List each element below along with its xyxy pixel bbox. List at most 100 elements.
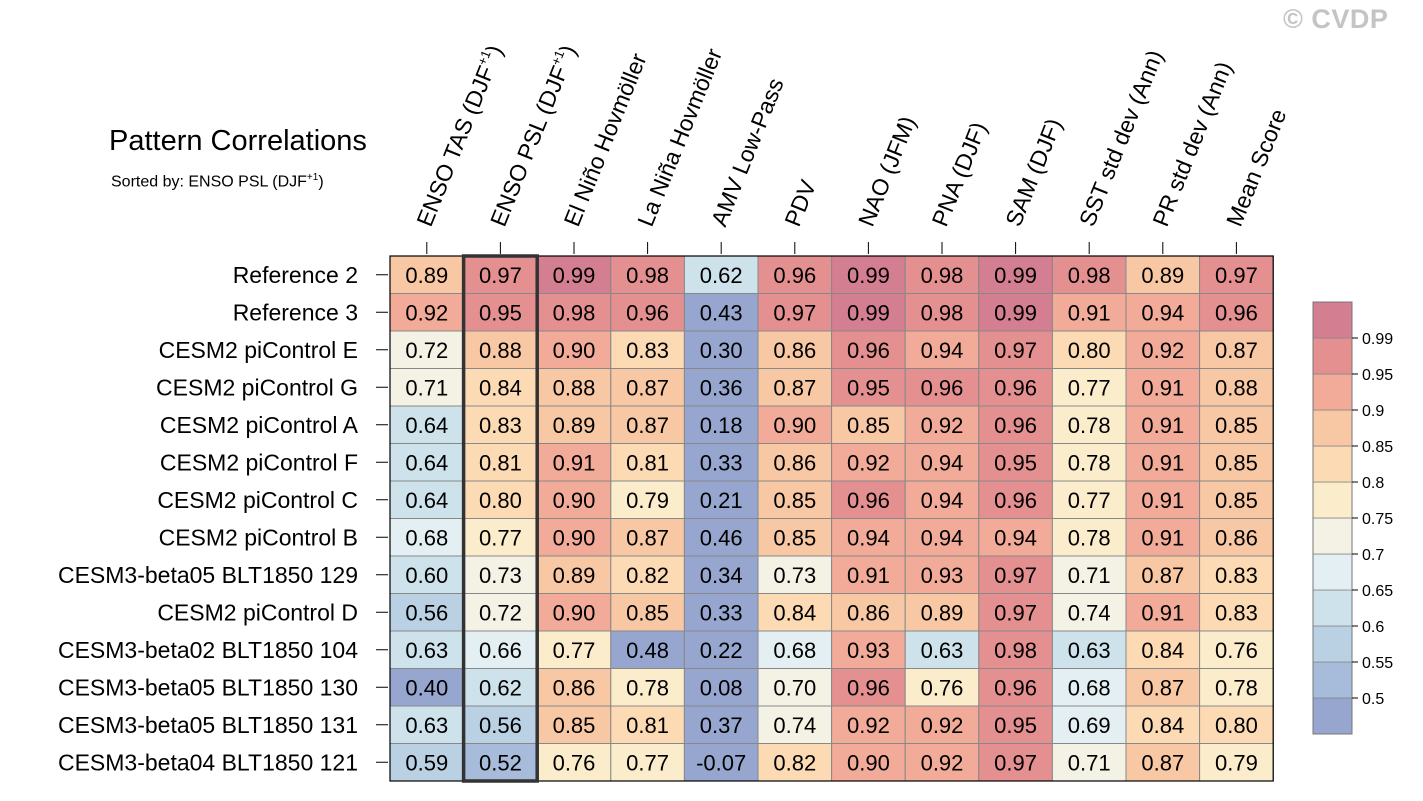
- heatmap-cell: [610, 593, 685, 632]
- cell-value-label: 0.90: [847, 750, 890, 775]
- heatmap-cell: [757, 743, 833, 782]
- chart-subtitle: Sorted by: ENSO PSL (DJF+1): [111, 172, 324, 191]
- cell-value-label: 0.87: [626, 413, 669, 438]
- heatmap-cell: [1125, 593, 1201, 632]
- heatmap-cell: [831, 668, 906, 707]
- row-label: CESM2 piControl D: [157, 599, 358, 625]
- cell-value-label: 0.81: [626, 450, 669, 475]
- row-label: CESM3-beta02 BLT1850 104: [58, 637, 358, 663]
- cell-value-label: 0.96: [626, 300, 669, 325]
- cell-value-label: 0.97: [994, 600, 1037, 625]
- cell-value-label: 0.84: [1141, 638, 1184, 663]
- heatmap-cell: [536, 555, 612, 594]
- cell-value-label: 0.84: [1141, 713, 1184, 738]
- cell-value-label: 0.90: [553, 525, 596, 550]
- heatmap-cell: [831, 443, 906, 482]
- cell-value-label: 0.22: [700, 638, 743, 663]
- heatmap-cell: [831, 705, 906, 744]
- cell-value-label: 0.98: [921, 300, 964, 325]
- cell-value-label: 0.63: [405, 638, 448, 663]
- cell-value-label: 0.95: [994, 713, 1037, 738]
- colorbar-segment: [1312, 661, 1353, 699]
- heatmap-cell: [463, 480, 538, 519]
- heatmap-cell: [1199, 630, 1274, 669]
- heatmap-cell: [978, 518, 1053, 557]
- cell-value-label: 0.69: [1068, 713, 1111, 738]
- cell-value-label: 0.97: [994, 563, 1037, 588]
- cell-value-label: 0.46: [700, 525, 743, 550]
- cell-value-label: 0.91: [1141, 600, 1184, 625]
- heatmap-cell: [757, 480, 833, 519]
- heatmap-cell: [1199, 555, 1274, 594]
- colorbar-segment: [1312, 445, 1353, 483]
- cell-value-label: 0.85: [773, 488, 816, 513]
- cell-value-label: 0.97: [1215, 263, 1258, 288]
- heatmap-cell: [536, 368, 612, 407]
- heatmap-cell: [978, 593, 1053, 632]
- cell-value-label: 0.85: [626, 600, 669, 625]
- cell-value-label: 0.96: [847, 488, 890, 513]
- heatmap-cell: [757, 630, 833, 669]
- heatmap-cell: [610, 405, 685, 444]
- colorbar-segment: [1312, 589, 1353, 627]
- cell-value-label: 0.92: [1141, 338, 1184, 363]
- heatmap-cell: [904, 668, 980, 707]
- colorbar-level-label: 0.7: [1362, 547, 1384, 564]
- cell-value-label: 0.76: [553, 750, 596, 775]
- heatmap-cell: [683, 555, 759, 594]
- heatmap-cell: [978, 293, 1053, 332]
- cell-value-label: 0.43: [700, 300, 743, 325]
- cell-value-label: 0.82: [626, 563, 669, 588]
- heatmap-cell: [683, 255, 759, 294]
- heatmap-cell: [536, 518, 612, 557]
- heatmap-cell: [1199, 593, 1274, 632]
- heatmap-cell: [1199, 368, 1274, 407]
- heatmap-cell: [904, 630, 980, 669]
- cell-value-label: 0.89: [553, 413, 596, 438]
- cell-value-label: 0.96: [994, 675, 1037, 700]
- heatmap-cell: [463, 405, 538, 444]
- colorbar-segment: [1312, 625, 1353, 663]
- cell-value-label: 0.96: [994, 488, 1037, 513]
- heatmap-cell: [1199, 405, 1274, 444]
- heatmap-cell: [831, 518, 906, 557]
- cell-value-label: 0.98: [994, 638, 1037, 663]
- heatmap-cell: [1051, 668, 1127, 707]
- cell-value-label: 0.76: [1215, 638, 1258, 663]
- cell-value-label: 0.52: [479, 750, 522, 775]
- cell-value-label: 0.96: [994, 413, 1037, 438]
- heatmap-cell: [389, 443, 465, 482]
- colorbar-level-label: 0.99: [1362, 331, 1393, 348]
- colorbar-level-label: 0.5: [1362, 691, 1384, 708]
- heatmap-cell: [610, 630, 685, 669]
- cell-value-label: 0.84: [479, 375, 522, 400]
- cell-value-label: 0.90: [553, 488, 596, 513]
- cell-value-label: 0.71: [1068, 750, 1111, 775]
- cell-value-label: 0.83: [479, 413, 522, 438]
- row-label: CESM2 piControl A: [160, 412, 359, 438]
- heatmap-cell: [1125, 480, 1201, 519]
- cell-value-label: 0.86: [553, 675, 596, 700]
- cell-value-label: 0.91: [1141, 525, 1184, 550]
- cell-value-label: 0.34: [700, 563, 743, 588]
- cell-value-label: 0.97: [479, 263, 522, 288]
- row-label: CESM2 piControl F: [160, 449, 358, 475]
- cell-value-label: 0.90: [773, 413, 816, 438]
- heatmap-cell: [757, 443, 833, 482]
- cell-value-label: 0.88: [479, 338, 522, 363]
- heatmap-cell: [610, 330, 685, 369]
- heatmap-cell: [1051, 518, 1127, 557]
- heatmap-cell: [831, 593, 906, 632]
- heatmap-cell: [1125, 405, 1201, 444]
- heatmap-cell: [1051, 593, 1127, 632]
- cell-value-label: 0.79: [1215, 750, 1258, 775]
- heatmap-cell: [904, 405, 980, 444]
- cell-value-label: 0.68: [1068, 675, 1111, 700]
- cell-value-label: 0.85: [553, 713, 596, 738]
- column-label: SAM (DJF): [1000, 115, 1067, 230]
- cell-value-label: 0.72: [405, 338, 448, 363]
- heatmap-cell: [463, 705, 538, 744]
- heatmap-cell: [978, 405, 1053, 444]
- cell-value-label: 0.85: [1215, 488, 1258, 513]
- heatmap-cell: [757, 293, 833, 332]
